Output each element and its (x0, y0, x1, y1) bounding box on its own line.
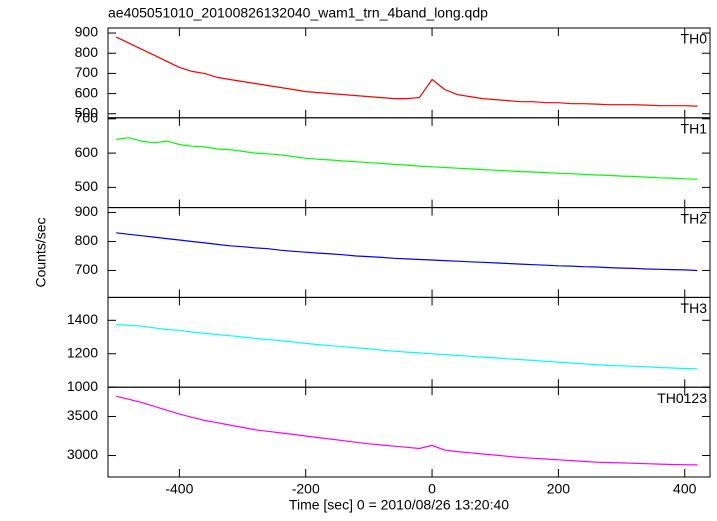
x-tick-label: 400 (673, 481, 697, 497)
x-tick-label: -400 (165, 481, 193, 497)
y-tick-label: 900 (75, 24, 99, 40)
data-line (116, 323, 698, 370)
x-tick-label: -200 (292, 481, 320, 497)
panel-frame (107, 207, 711, 298)
x-tick-label: 0 (428, 481, 436, 497)
panel-label: TH1 (681, 121, 708, 137)
y-tick-label: 600 (75, 84, 99, 100)
data-line (116, 137, 698, 180)
y-tick-label: 500 (75, 104, 99, 120)
data-line (115, 36, 698, 107)
y-tick-label: 800 (75, 44, 99, 60)
data-line (116, 232, 698, 272)
y-tick-label: 1200 (67, 344, 98, 360)
panel-frame (107, 296, 711, 388)
x-axis-label: Time [sec] 0 = 2010/08/26 13:20:40 (289, 497, 509, 513)
panel-label: TH2 (681, 210, 708, 226)
y-tick-label: 700 (75, 261, 99, 277)
y-tick-label: 800 (75, 232, 99, 248)
panel-label: TH0 (681, 31, 708, 47)
y-tick-label: 700 (75, 64, 99, 80)
panel-frame (107, 386, 711, 478)
data-line (116, 395, 698, 466)
y-tick-label: 500 (75, 178, 99, 194)
panel-frame (107, 117, 711, 209)
x-tick-label: 200 (547, 481, 571, 497)
y-tick-label: 1000 (67, 378, 98, 394)
y-tick-label: 700 (75, 110, 99, 126)
y-tick-label: 900 (75, 203, 99, 219)
chart-title: ae405051010_20100826132040_wam1_trn_4ban… (108, 5, 488, 21)
y-tick-label: 600 (75, 144, 99, 160)
y-axis-label: Counts/sec (33, 217, 49, 287)
y-tick-label: 3500 (67, 407, 98, 423)
panel-label: TH3 (681, 300, 708, 316)
panel-label: TH0123 (657, 390, 707, 406)
y-tick-label: 3000 (67, 446, 98, 462)
y-tick-label: 1400 (67, 311, 98, 327)
